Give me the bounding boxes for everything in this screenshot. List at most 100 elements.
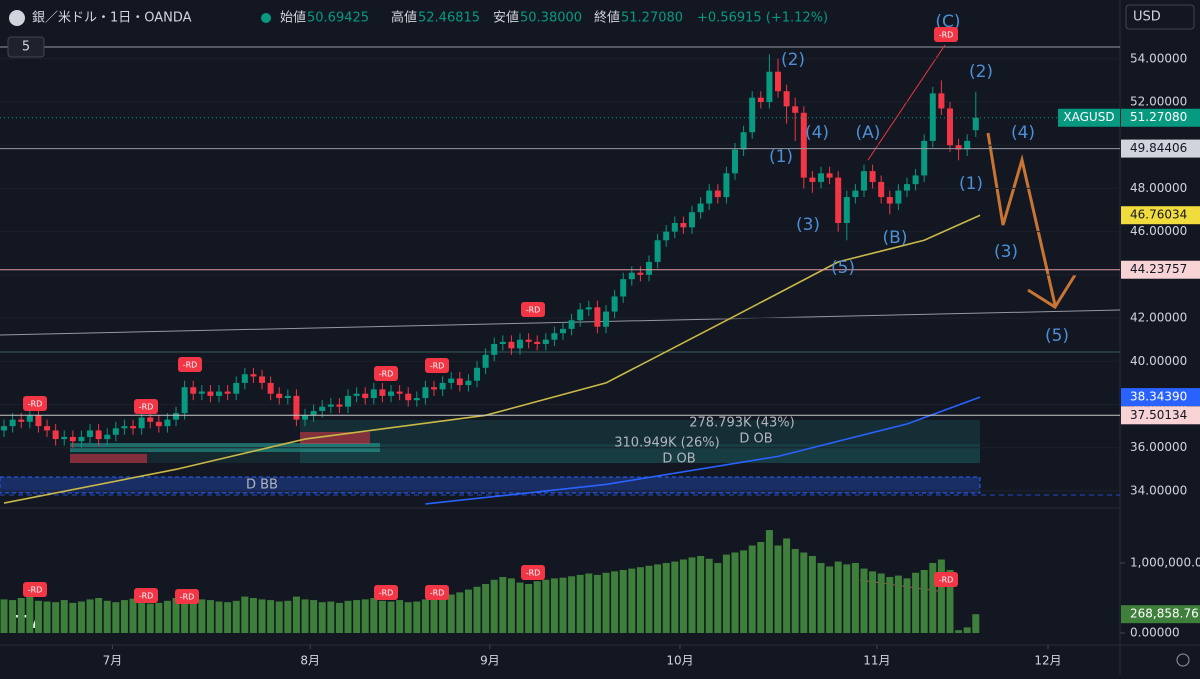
price-badge bbox=[1121, 406, 1200, 425]
candle-body bbox=[465, 380, 472, 386]
volume-bar bbox=[189, 596, 197, 633]
candle-body bbox=[903, 184, 910, 191]
rd-badge-label: -RD bbox=[526, 306, 541, 315]
volume-bar bbox=[568, 576, 576, 633]
wave-label: (B) bbox=[883, 228, 908, 248]
candle-body bbox=[938, 93, 945, 109]
volume-bar bbox=[972, 614, 980, 633]
volume-bar bbox=[9, 600, 17, 633]
projection-arrow bbox=[986, 132, 1057, 306]
price-badge bbox=[1121, 260, 1200, 279]
rd-badge bbox=[374, 366, 398, 381]
volume-bar bbox=[215, 601, 223, 633]
volume-bar bbox=[310, 600, 318, 633]
wave-label: (A) bbox=[856, 123, 881, 143]
candle-body bbox=[955, 145, 962, 150]
volume-bar bbox=[955, 630, 963, 633]
volume-bar bbox=[593, 574, 601, 633]
wave-label: (3) bbox=[796, 215, 820, 235]
symbol-badge bbox=[1058, 108, 1120, 127]
volume-bar bbox=[275, 601, 283, 633]
x-tick-label: 12月 bbox=[1034, 654, 1061, 668]
candle-body bbox=[284, 395, 291, 399]
volume-bar bbox=[120, 600, 128, 633]
rd-badge bbox=[425, 585, 449, 600]
price-badge-label: 46.76034 bbox=[1130, 208, 1187, 222]
volume-bar bbox=[628, 568, 636, 633]
y-tick-label: 36.00000 bbox=[1130, 440, 1187, 454]
candle-body bbox=[783, 91, 790, 107]
rd-badge-label: -RD bbox=[939, 576, 954, 585]
volume-bar bbox=[654, 564, 662, 633]
candle-body bbox=[396, 391, 403, 394]
volume-bar bbox=[69, 602, 77, 633]
candle-body bbox=[534, 341, 541, 345]
candle-body bbox=[499, 341, 506, 345]
candle-body bbox=[130, 426, 137, 429]
volume-bar bbox=[267, 600, 275, 633]
candle-body bbox=[138, 417, 145, 429]
candle-body bbox=[568, 320, 575, 329]
candle-body bbox=[723, 173, 730, 198]
candle-body bbox=[860, 171, 867, 191]
volume-bar bbox=[482, 583, 490, 633]
rd-badge-label: -RD bbox=[430, 362, 445, 371]
candle-body bbox=[405, 393, 412, 401]
symbol-title[interactable]: 銀／米ドル・1日・OANDA bbox=[32, 11, 192, 26]
candle-body bbox=[310, 411, 317, 416]
volume-bar bbox=[43, 601, 51, 633]
volume-bar bbox=[731, 552, 739, 633]
volume-bar bbox=[679, 559, 687, 633]
candle-body bbox=[663, 231, 670, 241]
volume-bar bbox=[370, 597, 378, 633]
candle-body bbox=[439, 382, 446, 390]
volume-bar bbox=[112, 602, 120, 633]
candle-body bbox=[61, 436, 68, 440]
volume-bar bbox=[946, 569, 954, 633]
volume-bar bbox=[198, 599, 206, 633]
volume-bar bbox=[507, 578, 515, 633]
x-tick-label: 7月 bbox=[103, 654, 123, 668]
volume-bar bbox=[808, 555, 816, 633]
volume-bar bbox=[60, 600, 68, 633]
candle-body bbox=[327, 404, 334, 407]
candle-body bbox=[293, 395, 300, 420]
volume-bar bbox=[791, 548, 799, 633]
wave-label: (4) bbox=[1011, 123, 1035, 143]
settings-icon[interactable] bbox=[1176, 653, 1190, 667]
volume-bar bbox=[241, 596, 249, 633]
rd-badge-label: -RD bbox=[180, 593, 195, 602]
trend-line bbox=[867, 44, 946, 161]
volume-bar bbox=[224, 602, 232, 633]
volume-bar bbox=[335, 602, 343, 633]
volume-bar bbox=[344, 600, 352, 633]
ob-zone bbox=[300, 420, 980, 463]
wave-label: (1) bbox=[959, 174, 983, 194]
candle-body bbox=[740, 132, 747, 150]
x-tick-label: 9月 bbox=[480, 654, 500, 668]
volume-bar bbox=[929, 562, 937, 633]
wave-label: (5) bbox=[831, 258, 855, 278]
candle-body bbox=[972, 117, 979, 131]
candle-body bbox=[241, 374, 248, 383]
volume-bar bbox=[301, 599, 309, 633]
rd-badge-label: -RD bbox=[379, 589, 394, 598]
currency-box[interactable] bbox=[1125, 4, 1195, 30]
candle-body bbox=[44, 426, 51, 431]
volume-bar bbox=[559, 577, 567, 633]
volume-bar bbox=[800, 552, 808, 633]
candle-body bbox=[69, 436, 76, 442]
volume-bar bbox=[413, 601, 421, 633]
candle-body bbox=[362, 393, 369, 399]
candle-body bbox=[173, 413, 180, 420]
candle-body bbox=[259, 376, 266, 383]
rd-badge bbox=[23, 582, 47, 597]
rd-badge bbox=[178, 357, 202, 372]
indicator-toggle[interactable] bbox=[7, 36, 45, 58]
candle-body bbox=[680, 223, 687, 228]
y-tick-label: 40.00000 bbox=[1130, 354, 1187, 368]
ohlc-value: 50.38000 bbox=[520, 11, 582, 26]
candle-body bbox=[491, 344, 498, 355]
